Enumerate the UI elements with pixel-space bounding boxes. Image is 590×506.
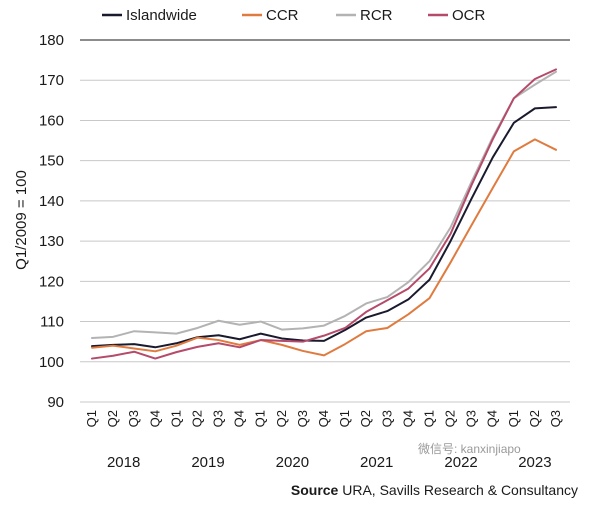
y-tick-label: 160: [39, 112, 64, 129]
source-text: URA, Savills Research & Consultancy: [342, 482, 578, 498]
x-tick-label: Q1: [421, 410, 436, 427]
x-tick-label: Q2: [274, 410, 289, 427]
year-label: 2021: [360, 454, 393, 471]
x-tick-label: Q3: [379, 410, 394, 427]
y-tick-label: 150: [39, 153, 64, 170]
x-tick-label: Q4: [400, 410, 415, 427]
year-label: 2019: [191, 454, 224, 471]
x-tick-label: Q3: [211, 410, 226, 427]
year-label: 2023: [518, 454, 551, 471]
x-tick-label: Q3: [126, 410, 141, 427]
x-tick-label: Q1: [253, 410, 268, 427]
x-tick-label: Q4: [232, 410, 247, 427]
x-tick-label: Q4: [485, 410, 500, 427]
x-tick-label: Q1: [337, 410, 352, 427]
legend-label-rcr: RCR: [360, 7, 393, 24]
series-line-ocr: [91, 68, 557, 360]
y-tick-label: 140: [39, 193, 64, 210]
y-tick-label: 100: [39, 354, 64, 371]
legend: Islandwide CCR RCR OCR: [102, 7, 486, 24]
y-tick-label: 120: [39, 273, 64, 290]
x-tick-label: Q2: [189, 410, 204, 427]
x-tick-label: Q1: [506, 410, 521, 427]
source-label: Source: [290, 482, 339, 498]
x-tick-label: Q2: [443, 410, 458, 427]
y-axis-ticks: 90 100 110 120 130 140 150 160 170 180: [39, 32, 64, 411]
x-tick-label: Q4: [147, 410, 162, 427]
x-tick-label: Q3: [548, 410, 563, 427]
y-tick-label: 110: [40, 314, 64, 331]
series-lines: [91, 68, 557, 360]
y-tick-label: 130: [39, 233, 64, 250]
x-tick-label: Q1: [168, 410, 183, 427]
series-line-ccr: [91, 138, 557, 357]
x-tick-label: Q2: [527, 410, 542, 427]
x-axis-ticks: Q1 Q2 Q3 Q4 Q1 Q2 Q3 Q4 Q1 Q2 Q3 Q4 Q1 Q2 Q3 Q4 Q1 Q2 Q3 Q4…: [84, 410, 563, 427]
series-line-islandwide: [91, 106, 557, 349]
y-tick-label: 90: [47, 394, 64, 411]
y-tick-label: 180: [39, 32, 64, 49]
legend-label-islandwide: Islandwide: [126, 7, 197, 24]
source-note: Source URA, Savills Research & Consultan…: [291, 482, 578, 498]
x-tick-label: Q3: [464, 410, 479, 427]
x-tick-label: Q2: [105, 410, 120, 427]
watermark: 微信号: kanxinjiapo: [418, 442, 521, 456]
x-tick-label: Q1: [84, 410, 99, 427]
series-line-rcr: [91, 70, 557, 340]
year-label: 2020: [276, 454, 309, 471]
legend-label-ocr: OCR: [452, 7, 486, 24]
x-tick-label: Q4: [316, 410, 331, 427]
x-tick-label: Q2: [358, 410, 373, 427]
year-label: 2022: [444, 454, 477, 471]
legend-label-ccr: CCR: [266, 7, 299, 24]
year-labels: 2018 2019 2020 2021 2022 2023: [107, 454, 552, 471]
grid: [80, 39, 570, 403]
x-tick-label: Q3: [295, 410, 310, 427]
y-axis-label: Q1/2009 = 100: [13, 170, 30, 270]
y-tick-label: 170: [39, 72, 64, 89]
year-label: 2018: [107, 454, 140, 471]
